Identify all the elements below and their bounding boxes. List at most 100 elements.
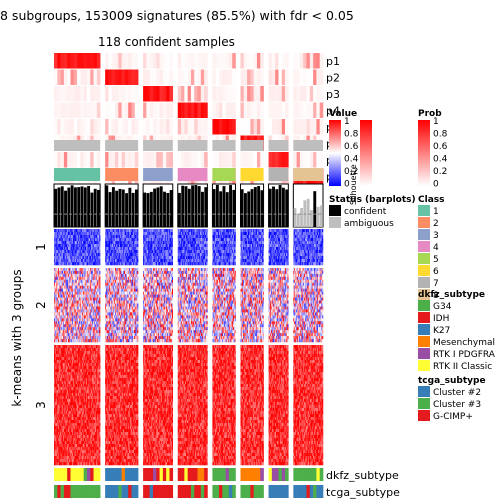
- heat-cell: [235, 250, 236, 253]
- prob-cell: [84, 152, 88, 168]
- barplot-bar: [272, 187, 275, 227]
- prob-cell: [135, 103, 139, 119]
- heat-cell: [322, 244, 323, 247]
- prob-cell: [275, 152, 279, 168]
- prob-cell: [310, 53, 314, 69]
- barplot-bar: [282, 188, 285, 227]
- heat-cell: [235, 256, 236, 259]
- heat-cell: [322, 229, 323, 232]
- prob-cell: [146, 103, 150, 119]
- prob-cell: [57, 152, 61, 168]
- prob-cell: [57, 70, 61, 86]
- prob-cell: [112, 152, 116, 168]
- prob-cell: [219, 53, 223, 69]
- prob-cell: [254, 86, 258, 102]
- prob-cell: [257, 70, 261, 86]
- heat-cell: [99, 274, 100, 277]
- heat-cell: [263, 241, 264, 244]
- prob-cell: [160, 53, 164, 69]
- prob-cell: [300, 86, 304, 102]
- prob-cell: [260, 152, 264, 168]
- barplot-bar: [254, 187, 257, 227]
- prob-cell: [135, 119, 139, 135]
- prob-cell: [300, 119, 304, 135]
- prob-cell: [87, 70, 91, 86]
- heat-cell: [235, 232, 236, 235]
- heat-cell: [99, 280, 100, 283]
- barplot-bar: [166, 193, 169, 227]
- barplot-bar: [317, 207, 320, 227]
- prob-cell: [105, 152, 109, 168]
- heat-cell: [235, 235, 236, 238]
- prob-cell: [118, 86, 122, 102]
- prob-row-label: p3: [326, 88, 340, 101]
- prob-cell: [64, 119, 68, 135]
- heat-cell: [99, 309, 100, 312]
- prob-cell: [115, 70, 119, 86]
- prob-cell: [90, 70, 94, 86]
- heat-cell: [137, 259, 138, 262]
- heat-cell: [99, 304, 100, 307]
- prob-cell: [297, 53, 301, 69]
- heat-cell: [99, 271, 100, 274]
- prob-cell: [244, 119, 248, 135]
- barplot-bar: [54, 189, 57, 227]
- prob-cell: [226, 119, 230, 135]
- heat-cell: [263, 238, 264, 241]
- barplot-bar: [181, 186, 184, 227]
- prob-cell: [240, 70, 244, 86]
- prob-cell: [313, 70, 317, 86]
- prob-cell: [300, 103, 304, 119]
- prob-cell: [285, 119, 289, 135]
- barplot-bar: [105, 185, 108, 227]
- prob-cell: [57, 103, 61, 119]
- prob-cell: [156, 53, 160, 69]
- barplot-bar: [67, 188, 70, 227]
- prob-cell: [160, 152, 164, 168]
- heat-cell: [322, 241, 323, 244]
- prob-cell: [80, 86, 84, 102]
- prob-cell: [316, 103, 320, 119]
- heat-cell: [137, 241, 138, 244]
- prob-cell: [297, 86, 301, 102]
- class-cell: [269, 168, 289, 181]
- prob-cell: [226, 152, 230, 168]
- prob-cell: [303, 86, 307, 102]
- class-cell: [240, 168, 263, 181]
- barplot-bar: [61, 186, 64, 227]
- prob-cell: [169, 86, 173, 102]
- prob-cell: [146, 53, 150, 69]
- barplot-bar: [216, 185, 219, 227]
- prob-cell: [146, 119, 150, 135]
- prob-cell: [94, 86, 98, 102]
- prob-row-label: p1: [326, 55, 340, 68]
- prob-cell: [125, 86, 129, 102]
- prob-cell: [260, 86, 264, 102]
- heat-cell: [99, 301, 100, 304]
- barplot-bar: [198, 186, 201, 227]
- prob-cell: [146, 152, 150, 168]
- heat-cell: [207, 241, 208, 244]
- barplot-bar: [213, 189, 216, 227]
- prob-cell: [143, 53, 147, 69]
- prob-cell: [166, 70, 170, 86]
- prob-cell: [181, 103, 185, 119]
- prob-cell: [74, 70, 78, 86]
- prob-cell: [54, 53, 58, 69]
- prob-cell: [201, 53, 205, 69]
- prob-cell: [64, 86, 68, 102]
- prob-cell: [229, 119, 233, 135]
- prob-cell: [313, 53, 317, 69]
- prob-cell: [67, 86, 71, 102]
- prob-cell: [216, 152, 220, 168]
- heat-cell: [99, 277, 100, 280]
- prob-cell: [77, 119, 81, 135]
- prob-cell: [272, 53, 276, 69]
- prob-cell: [275, 53, 279, 69]
- barplot-bar: [125, 193, 128, 227]
- prob-cell: [153, 152, 157, 168]
- prob-cell: [191, 70, 195, 86]
- prob-cell: [201, 119, 205, 135]
- prob-cell: [240, 86, 244, 102]
- prob-cell: [122, 103, 126, 119]
